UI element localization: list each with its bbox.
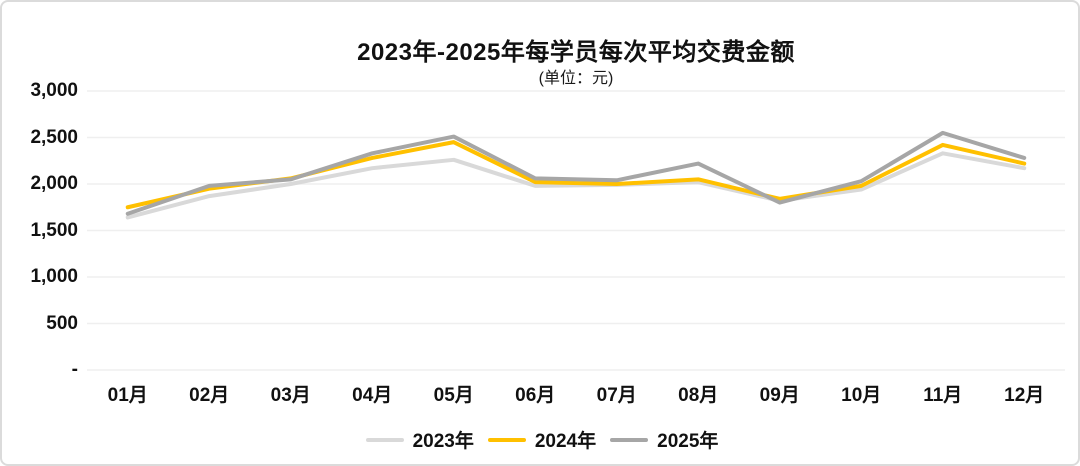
x-axis-label: 07月 <box>596 385 637 406</box>
plot-area <box>87 90 1065 371</box>
x-axis-label: 01月 <box>107 385 148 406</box>
x-axis-label: 05月 <box>433 385 474 406</box>
legend-line-swatch <box>487 437 526 442</box>
x-axis-label: 09月 <box>759 385 800 406</box>
y-axis-label: 2,000 <box>30 173 78 194</box>
legend-line-swatch <box>365 437 404 442</box>
y-axis-label: - <box>71 359 78 380</box>
chart-subtitle: (单位：元) <box>538 70 614 87</box>
legend-line-swatch <box>610 437 649 442</box>
y-axis-label: 500 <box>46 312 78 334</box>
x-axis-label: 06月 <box>515 385 556 406</box>
legend: 2023年 2024年 2025年 <box>2 426 1078 453</box>
x-axis-label: 02月 <box>189 385 230 406</box>
chart-title: 2023年-2025年每学员每次平均交费金额 <box>357 39 795 66</box>
x-axis: 01月 02月 03月 04月 05月 06月 07月 08月 09月 10月 11月 12月 <box>87 380 1065 407</box>
legend-label: 2023年 <box>412 431 474 452</box>
x-axis-label: 11月 <box>923 385 963 406</box>
x-axis-label: 10月 <box>841 385 882 406</box>
series-line-2025年 <box>125 130 1027 216</box>
y-axis-label: 1,500 <box>30 219 78 241</box>
legend-item-2025年: 2025年 <box>610 426 718 453</box>
x-axis-label: 04月 <box>352 385 393 406</box>
x-axis-label: 03月 <box>270 385 311 406</box>
x-axis-label: 08月 <box>678 385 719 406</box>
legend-label: 2024年 <box>534 431 597 452</box>
y-axis-label: 2,500 <box>30 126 78 148</box>
legend-label: 2025年 <box>657 431 719 452</box>
series-line-2023年 <box>125 151 1027 220</box>
x-axis-label: 12月 <box>1004 385 1045 406</box>
y-axis-label: 1,000 <box>30 266 78 287</box>
legend-item-2023年: 2023年 <box>365 426 474 453</box>
legend-item-2024年: 2024年 <box>487 426 597 453</box>
y-axis-label: 3,000 <box>30 80 78 101</box>
